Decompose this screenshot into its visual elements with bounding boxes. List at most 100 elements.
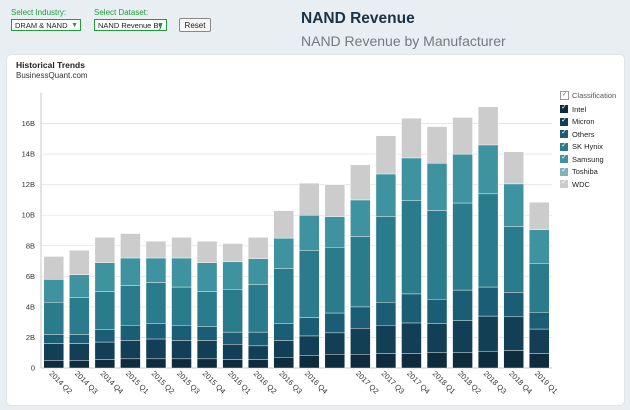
bar-segment	[94, 329, 116, 343]
bar-segment	[299, 355, 320, 369]
bar-segment	[529, 312, 550, 330]
y-tick-label: 14B	[22, 150, 35, 159]
bar-segment	[120, 233, 141, 259]
legend-item[interactable]: ✓ Intel	[560, 103, 616, 116]
legend-items: ✓ Intel ✓ Micron ✓ Others ✓ SK Hynix ✓ Samsung ✓ To…	[560, 103, 616, 191]
bar-segment	[529, 328, 550, 354]
bar-segment	[426, 323, 448, 353]
bar-segment	[171, 340, 192, 360]
bar-segment	[69, 274, 90, 298]
checkbox-icon: ✓	[560, 91, 569, 100]
bar-segment	[477, 286, 499, 317]
legend-item[interactable]: ✓ Samsung	[560, 153, 616, 166]
top-bar: Select Industry: DRAM & NAND ▼ Select Da…	[0, 0, 630, 52]
bar-segment	[375, 135, 397, 175]
bar-segment	[222, 289, 243, 333]
bar-segment	[69, 334, 90, 344]
bar-segment	[477, 315, 499, 352]
industry-label: Select Industry:	[11, 8, 67, 17]
bar-segment	[120, 285, 141, 326]
bar-segment	[69, 297, 90, 335]
bar-segment	[248, 284, 269, 333]
chart-title: Historical Trends	[16, 60, 85, 70]
industry-select[interactable]: DRAM & NAND ▼	[11, 19, 81, 31]
bar-segment	[94, 291, 116, 331]
chevron-down-icon: ▼	[71, 22, 78, 29]
legend-header[interactable]: ✓ Classification	[560, 91, 616, 100]
legend: ✓ Classification ✓ Intel ✓ Micron ✓ Others ✓ SK…	[560, 91, 616, 191]
bar-segment	[43, 360, 64, 369]
x-tick-label: 2016 Q1	[226, 369, 253, 396]
bar-segment	[503, 183, 524, 227]
legend-item[interactable]: ✓ Toshiba	[560, 166, 616, 179]
legend-item[interactable]: ✓ Micron	[560, 116, 616, 129]
bar-segment	[375, 173, 397, 217]
bar-segment	[375, 302, 397, 326]
bar-segment	[299, 182, 320, 216]
dataset-control: Select Dataset: NAND Revenue By ▼	[94, 8, 167, 31]
bar-segment	[452, 153, 473, 204]
bar-segment	[120, 358, 141, 369]
legend-item[interactable]: ✓ SK Hynix	[560, 141, 616, 154]
dataset-value: NAND Revenue By	[98, 21, 163, 30]
bar-segment	[299, 215, 320, 251]
bar-segment	[43, 343, 64, 361]
bar-segment	[171, 257, 192, 288]
x-tick-label: 2017 Q2	[354, 369, 381, 396]
x-tick-label: 2018 Q1	[431, 369, 458, 396]
y-tick-label: 8B	[26, 241, 35, 250]
bar-segment	[426, 299, 448, 324]
bar-segment	[248, 359, 269, 369]
bar-segment	[529, 229, 550, 264]
chart-card: Historical Trends BusinessQuant.com 0 2B 4…	[6, 54, 625, 406]
chevron-down-icon: ▼	[157, 22, 164, 29]
check-icon: ✓	[561, 104, 567, 112]
bar-segment	[196, 291, 218, 327]
check-icon: ✓	[561, 179, 567, 187]
bar-segment	[324, 247, 345, 314]
y-tick-label: 12B	[22, 180, 35, 189]
bar-segment	[145, 240, 167, 259]
bar-segment	[529, 263, 550, 313]
bar-segment	[145, 358, 167, 369]
bar-segment	[69, 250, 90, 276]
legend-item[interactable]: ✓ WDC	[560, 178, 616, 191]
bar-segment	[69, 360, 90, 369]
bar-segment	[248, 331, 269, 347]
y-tick-label: 0	[31, 364, 35, 373]
dataset-select[interactable]: NAND Revenue By ▼	[94, 19, 167, 31]
x-tick-label: 2015 Q4	[201, 369, 228, 396]
bar-segment	[120, 325, 141, 341]
x-tick-label: 2015 Q1	[124, 369, 151, 396]
bar-segment	[324, 184, 345, 217]
bar-segment	[94, 262, 116, 292]
legend-label: SK Hynix	[572, 142, 603, 152]
legend-item[interactable]: ✓ Others	[560, 128, 616, 141]
bar-segment	[273, 323, 294, 341]
legend-swatch: ✓	[560, 117, 568, 126]
bar-segment	[477, 106, 499, 146]
bar-segment	[196, 326, 218, 341]
bar-segment	[503, 350, 524, 369]
legend-swatch: ✓	[560, 154, 568, 164]
bar-segment	[503, 226, 524, 293]
legend-label: Samsung	[572, 154, 604, 164]
bar-segment	[145, 323, 167, 340]
bar-segment	[477, 144, 499, 195]
bar-segment	[94, 359, 116, 369]
legend-swatch: ✓	[560, 129, 568, 139]
x-tick-label: 2014 Q2	[47, 369, 74, 396]
bar-segment	[94, 237, 116, 263]
bar-segment	[529, 202, 550, 230]
legend-swatch: ✓	[560, 142, 568, 151]
bar-segment	[248, 345, 269, 360]
bar-segment	[196, 340, 218, 360]
check-icon: ✓	[561, 166, 567, 174]
bar-segment	[350, 328, 371, 355]
bar-segment	[452, 289, 473, 321]
bar-segment	[222, 331, 243, 345]
bar-segment	[222, 344, 243, 360]
reset-button[interactable]: Reset	[179, 18, 211, 32]
x-tick-label: 2018 Q4	[507, 369, 534, 396]
